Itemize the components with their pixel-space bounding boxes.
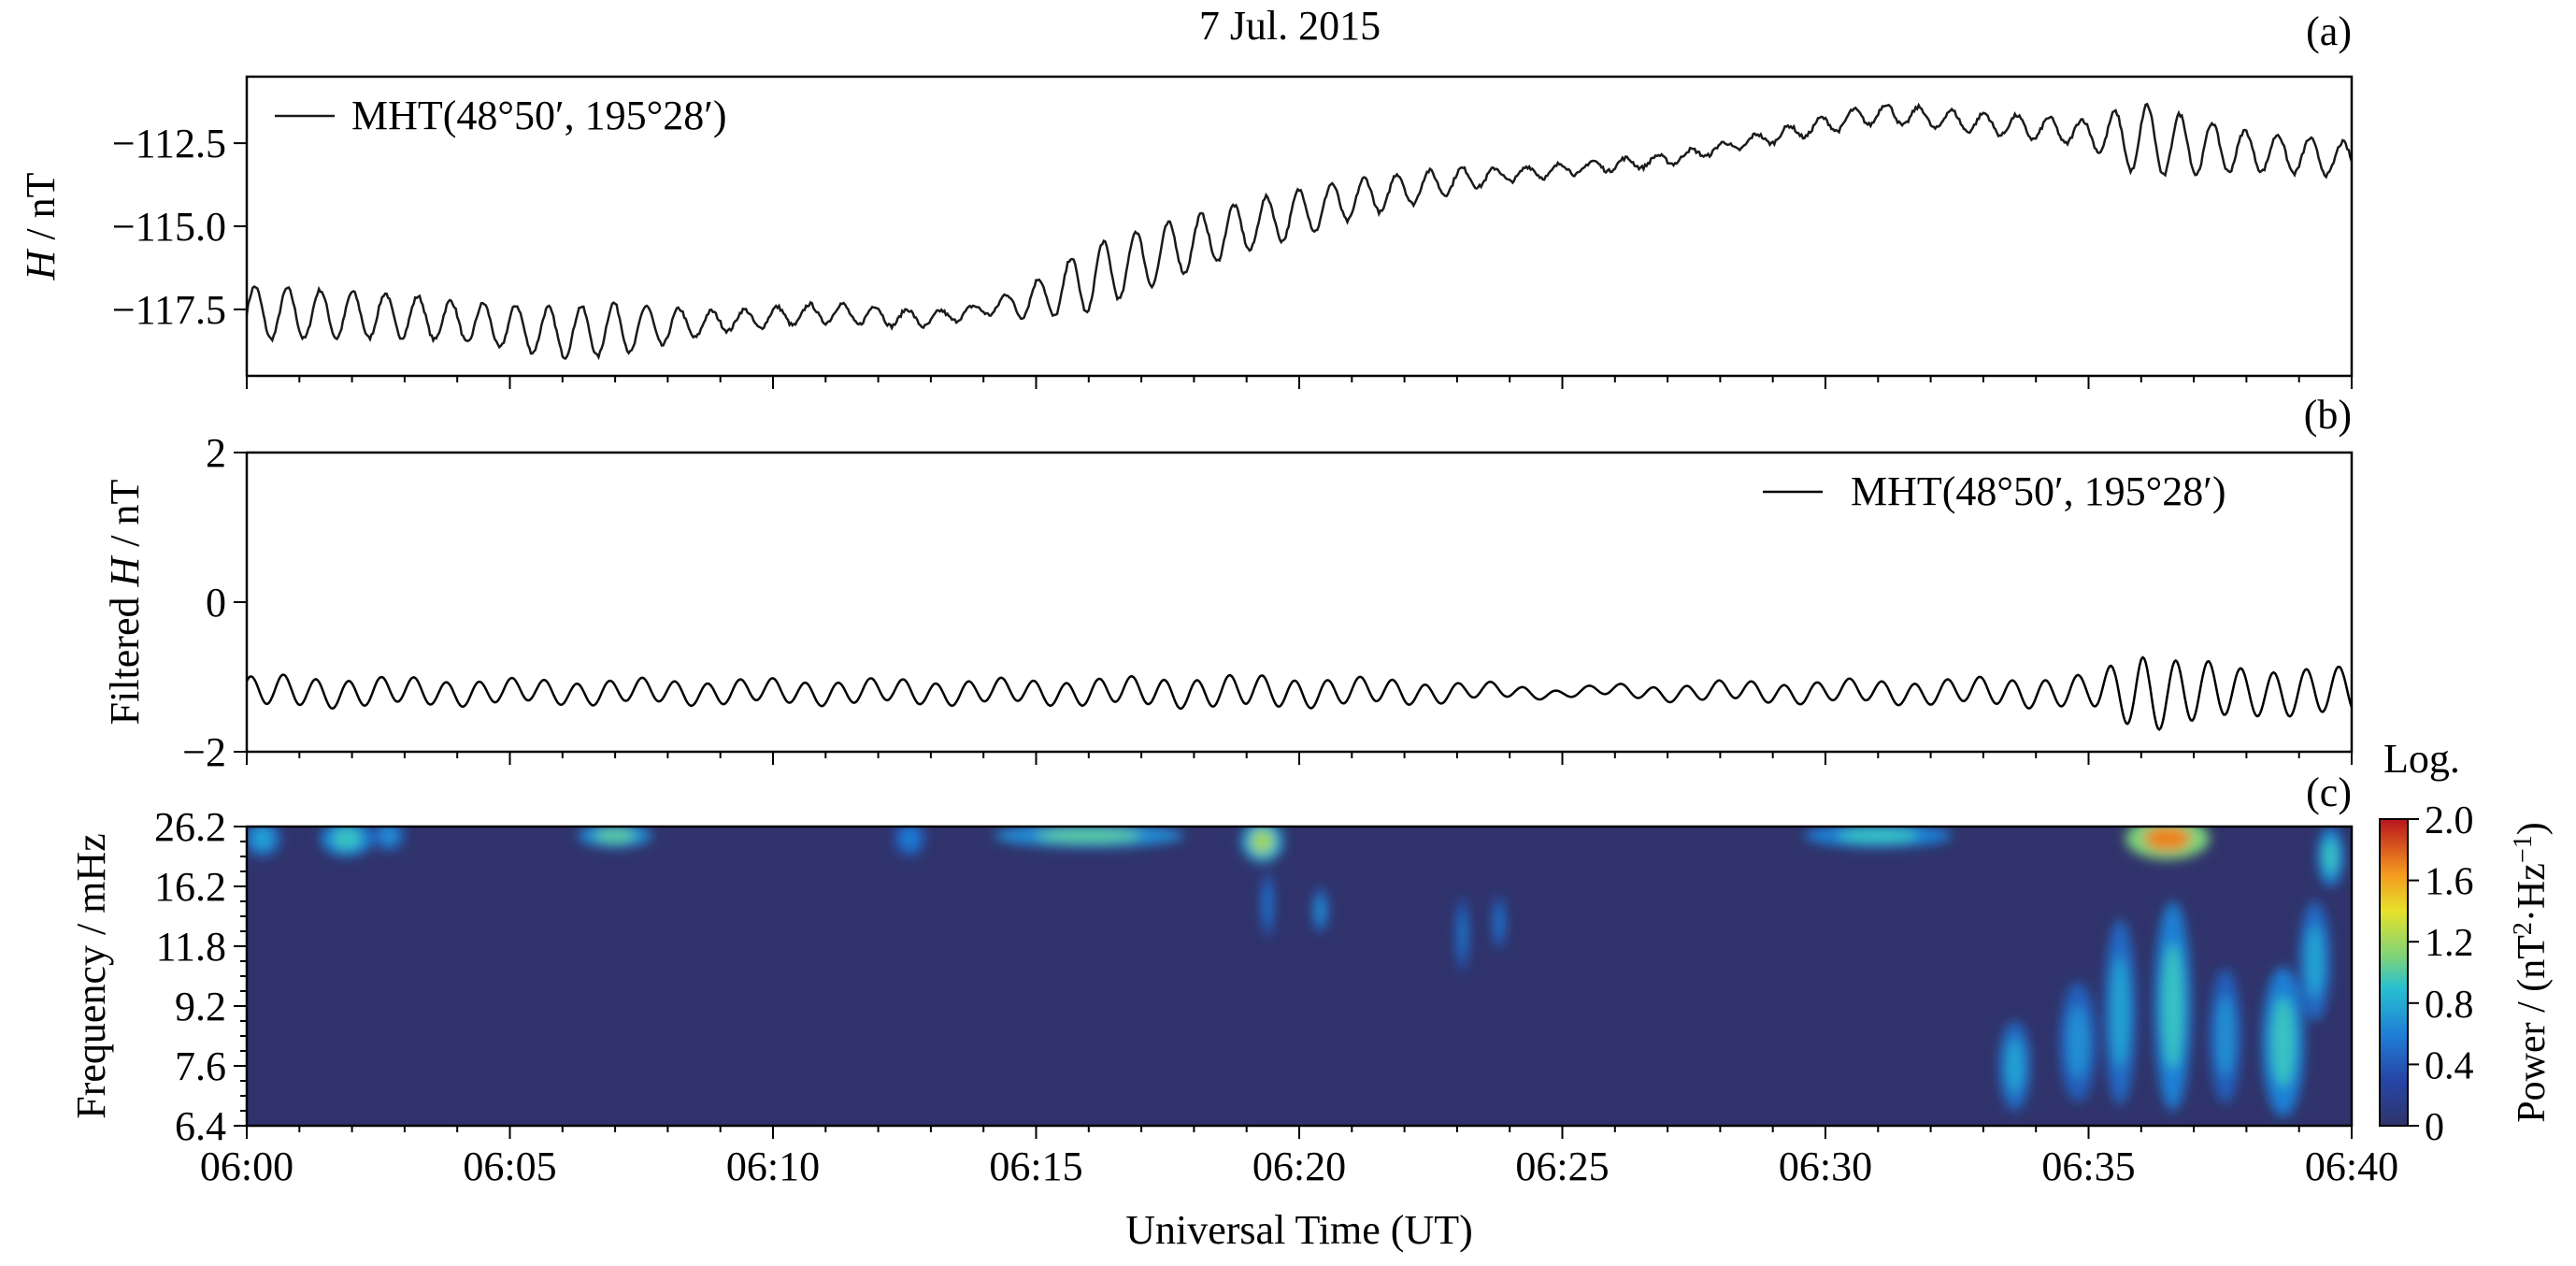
- colorbar-title: Log.: [2383, 736, 2460, 782]
- spectral-power-core: [2216, 995, 2235, 1077]
- y-tick-label: 16.2: [154, 864, 226, 910]
- panel-b: (b) −2 0 2 Filtered H / nT MHT(48°50′, 195…: [102, 392, 2354, 775]
- spectral-power-core: [1264, 885, 1271, 925]
- y-tick-label: 9.2: [175, 984, 226, 1029]
- panel-a-y-ticks: −117.5 −115.0 −112.5: [112, 121, 247, 333]
- colorbar-tick-label: 1.2: [2425, 922, 2474, 965]
- y-tick-label: 11.8: [156, 924, 226, 970]
- x-tick-label: 06:15: [989, 1144, 1082, 1189]
- y-tick-label: −2: [182, 729, 226, 775]
- colorbar-tick-label: 0.8: [2425, 984, 2474, 1027]
- series-line-b: [247, 655, 2352, 732]
- colorbar: Log. 0 0.4 0.8 1.2 1.6 2.0 Power / (nT2·Hz−1): [2379, 736, 2554, 1149]
- panel-a: (a) −117.5 −115.0 −112.5 H / nT MHT(48°50′…: [18, 8, 2354, 389]
- x-tick-label: 06:30: [1779, 1144, 1872, 1189]
- spectral-power-core: [2068, 1006, 2089, 1078]
- colorbar-label: Power / (nT2·Hz−1): [2509, 822, 2554, 1122]
- y-tick-label: 2: [206, 430, 226, 476]
- legend-label-a: MHT(48°50′, 195°28′): [351, 93, 727, 138]
- x-tick-label: 06:40: [2305, 1144, 2398, 1189]
- x-tick-label: 06:10: [726, 1144, 820, 1189]
- colorbar-ticks: 0 0.4 0.8 1.2 1.6 2.0: [2408, 799, 2474, 1149]
- y-tick-label: 26.2: [154, 804, 226, 850]
- figure-title: 7 Jul. 2015: [1199, 3, 1381, 49]
- spectral-power-core: [1315, 897, 1325, 924]
- spectral-power-core: [2144, 827, 2191, 852]
- colorbar-gradient: [2379, 818, 2409, 1127]
- spectral-power-core: [2162, 942, 2183, 1070]
- spectral-power-core: [252, 827, 273, 850]
- y-tick-label: −115.0: [112, 204, 226, 250]
- x-tick-label: 06:20: [1252, 1144, 1346, 1189]
- panel-b-x-ticks: [246, 752, 2353, 765]
- y-tick-label: 7.6: [175, 1043, 226, 1089]
- panel-c-y-ticks: 6.4 7.6 9.2 11.8 16.2 26.2: [154, 804, 247, 1149]
- panel-a-label: (a): [2306, 8, 2352, 54]
- spectral-power-core: [2323, 838, 2339, 875]
- panel-c-label: (c): [2306, 770, 2352, 815]
- panel-b-label: (b): [2304, 392, 2352, 438]
- panel-c: (c) 6.4 7.6 9.2 11.8 16.2 26.2 06:00 06:05 06:1…: [68, 770, 2398, 1189]
- y-tick-label: −112.5: [112, 121, 226, 166]
- y-tick-label: 0: [206, 580, 226, 626]
- legend-label-b: MHT(48°50′, 195°28′): [1851, 468, 2226, 514]
- spectral-power-core: [379, 827, 398, 845]
- spectral-power-core: [594, 827, 636, 843]
- panel-b-y-ticks: −2 0 2: [182, 430, 247, 775]
- spectral-power-core: [2306, 925, 2324, 998]
- spectral-power-core: [1837, 827, 1919, 843]
- x-tick-label: 06:05: [463, 1144, 556, 1189]
- x-tick-label: 06:35: [2041, 1144, 2135, 1189]
- spectral-power-core: [332, 827, 362, 850]
- panel-c-ylabel: Frequency / mHz: [68, 833, 114, 1118]
- y-tick-label: 6.4: [175, 1103, 226, 1149]
- panel-a-x-ticks: [246, 376, 2353, 389]
- spectral-power-core: [1251, 828, 1274, 855]
- y-tick-label: −117.5: [112, 287, 226, 333]
- panel-a-ylabel: H / nT: [18, 172, 64, 281]
- panel-c-x-ticks: 06:00 06:05 06:10 06:15 06:20 06:25 06:30 06:35…: [200, 1126, 2398, 1189]
- spectral-power-core: [1458, 912, 1467, 957]
- x-tick-label: 06:00: [200, 1144, 293, 1189]
- spectral-power-core: [2006, 1039, 2024, 1093]
- x-axis-label: Universal Time (UT): [1125, 1207, 1473, 1253]
- spectral-power-core: [2111, 956, 2129, 1068]
- spectrogram-background: [247, 827, 2352, 1126]
- colorbar-tick-label: 1.6: [2425, 861, 2474, 904]
- panel-a-legend: MHT(48°50′, 195°28′): [275, 93, 727, 138]
- panel-b-ylabel: Filtered H / nT: [102, 480, 148, 726]
- spectral-power-core: [1037, 827, 1141, 843]
- x-tick-label: 06:25: [1515, 1144, 1609, 1189]
- spectral-power-core: [2271, 997, 2296, 1087]
- colorbar-tick-label: 2.0: [2425, 799, 2474, 842]
- spectral-power-core: [1496, 906, 1503, 939]
- colorbar-tick-label: 0.4: [2425, 1044, 2474, 1087]
- spectral-power-core: [901, 827, 919, 850]
- colorbar-tick-label: 0: [2425, 1106, 2444, 1149]
- series-line-a: [247, 102, 2352, 361]
- panel-b-legend: MHT(48°50′, 195°28′): [1763, 468, 2226, 514]
